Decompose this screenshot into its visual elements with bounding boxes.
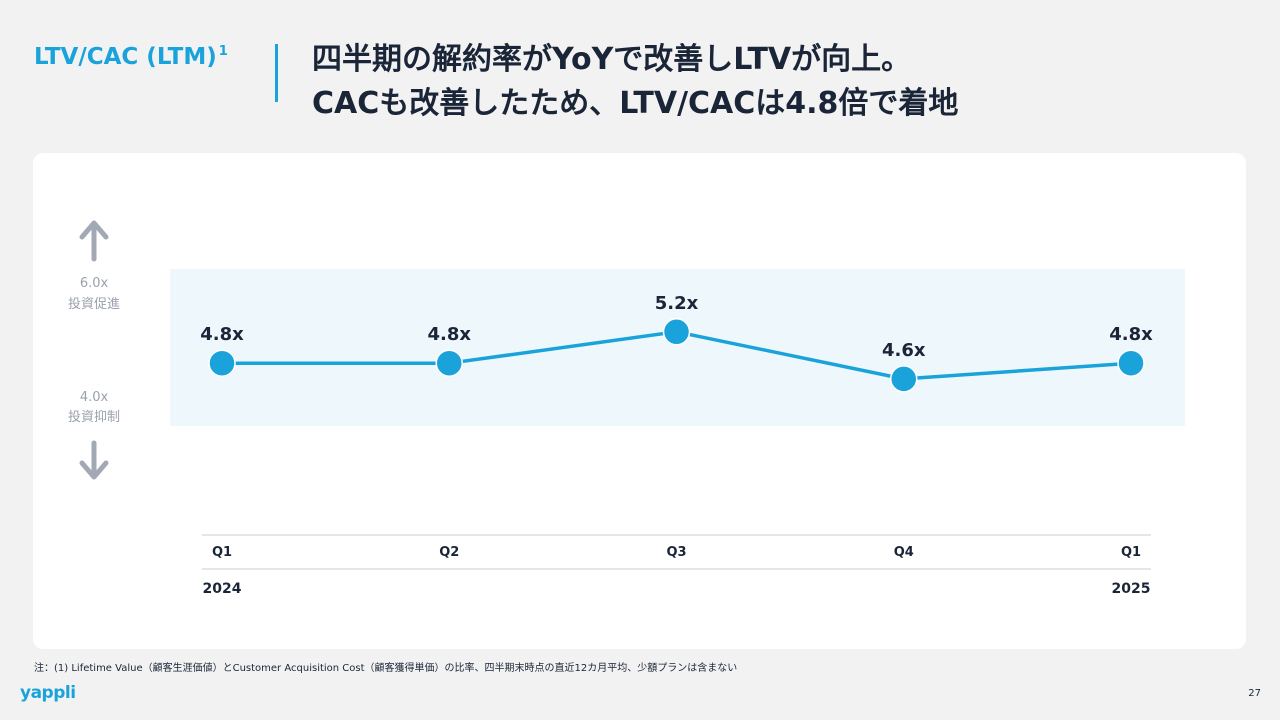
section-label-text: LTV/CAC (LTM) — [34, 44, 217, 70]
data-point — [208, 349, 236, 377]
year-label: 2025 — [1112, 581, 1151, 597]
x-tick-label: Q2 — [439, 545, 459, 560]
x-tick-label: Q1 — [212, 545, 232, 560]
title-divider — [275, 44, 278, 102]
data-point — [435, 349, 463, 377]
x-tick-label: Q1 — [1121, 545, 1141, 560]
upper-band-text: 投資促進 — [68, 296, 120, 312]
ltv-cac-chart: 6.0x 投資促進 4.0x 投資抑制 4.8x 4.8x 5.2x 4.6x 4.8x Q1 20… — [68, 220, 1185, 597]
lower-band-value: 4.0x — [80, 390, 109, 405]
headline-line-1: 四半期の解約率がYoYで改善しLTVが向上。 — [312, 42, 912, 77]
section-label: LTV/CAC (LTM) 1 — [34, 44, 228, 70]
data-label: 4.8x — [1109, 324, 1153, 345]
page-number: 27 — [1248, 688, 1261, 699]
headline-line-2: CACも改善したため、LTV/CACは4.8倍で着地 — [312, 86, 959, 121]
headline: 四半期の解約率がYoYで改善しLTVが向上。 CACも改善したため、LTV/CA… — [312, 38, 958, 126]
data-label: 4.6x — [882, 340, 926, 361]
footnote: 注：(1) Lifetime Value（顧客生涯価値）とCustomer Ac… — [34, 663, 738, 674]
lower-band-text: 投資抑制 — [68, 409, 120, 425]
data-label: 4.8x — [200, 324, 244, 345]
data-label: 5.2x — [655, 293, 699, 314]
chart-card: 6.0x 投資促進 4.0x 投資抑制 4.8x 4.8x 5.2x 4.6x 4.8x Q1 20… — [33, 153, 1246, 649]
data-point — [662, 318, 691, 346]
yappli-logo: yappli — [20, 683, 76, 703]
reference-band — [170, 269, 1185, 426]
data-point — [1117, 349, 1145, 377]
data-point — [890, 365, 918, 393]
footnote-marker: 1 — [218, 44, 228, 59]
data-label: 4.8x — [428, 324, 472, 345]
x-tick-label: Q4 — [894, 545, 914, 560]
arrow-up-icon — [79, 220, 109, 240]
upper-band-value: 6.0x — [80, 276, 109, 291]
x-tick-label: Q3 — [666, 545, 686, 560]
arrow-down-icon — [79, 460, 109, 480]
year-label: 2024 — [203, 581, 242, 597]
